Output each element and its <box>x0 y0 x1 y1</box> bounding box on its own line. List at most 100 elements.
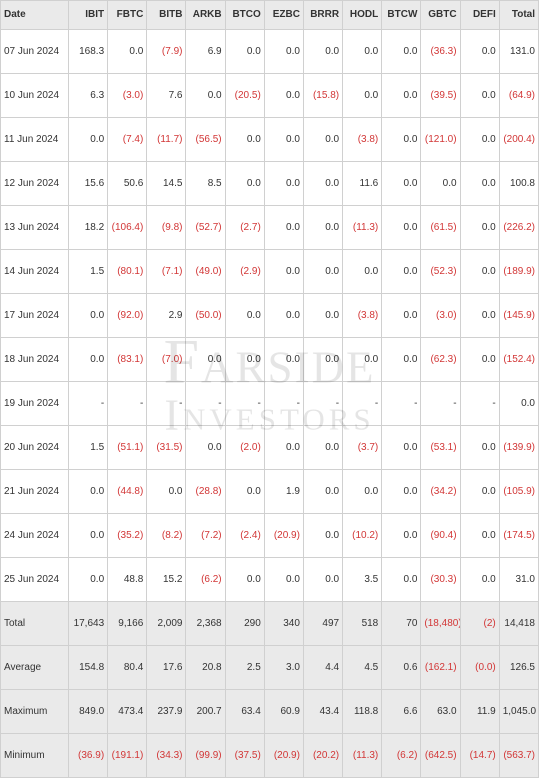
value-cell: (106.4) <box>108 206 147 250</box>
value-cell: 0.0 <box>303 514 342 558</box>
value-cell: 17.6 <box>147 646 186 690</box>
value-cell: 0.0 <box>460 206 499 250</box>
value-cell: (14.7) <box>460 734 499 778</box>
value-cell: 0.0 <box>264 250 303 294</box>
value-cell: 50.6 <box>108 162 147 206</box>
value-cell: - <box>264 382 303 426</box>
value-cell: (83.1) <box>108 338 147 382</box>
value-cell: (7.2) <box>186 514 225 558</box>
table-row: 10 Jun 20246.3(3.0)7.60.0(20.5)0.0(15.8)… <box>1 74 539 118</box>
value-cell: (62.3) <box>421 338 460 382</box>
value-cell: 0.0 <box>382 470 421 514</box>
value-cell: 0.0 <box>460 74 499 118</box>
value-cell: 43.4 <box>303 690 342 734</box>
value-cell: (7.9) <box>147 30 186 74</box>
value-cell: 80.4 <box>108 646 147 690</box>
value-cell: 20.8 <box>186 646 225 690</box>
table-row: 11 Jun 20240.0(7.4)(11.7)(56.5)0.00.00.0… <box>1 118 539 162</box>
value-cell: 0.0 <box>421 162 460 206</box>
value-cell: 168.3 <box>69 30 108 74</box>
value-cell: 0.0 <box>264 338 303 382</box>
value-cell: 0.0 <box>382 514 421 558</box>
value-cell: (34.3) <box>147 734 186 778</box>
value-cell: 497 <box>303 602 342 646</box>
value-cell: 0.0 <box>186 74 225 118</box>
value-cell: (20.9) <box>264 514 303 558</box>
col-header: HODL <box>343 1 382 30</box>
date-cell: Maximum <box>1 690 69 734</box>
value-cell: 0.0 <box>225 30 264 74</box>
value-cell: 0.0 <box>225 294 264 338</box>
value-cell: 0.0 <box>147 470 186 514</box>
value-cell: (44.8) <box>108 470 147 514</box>
value-cell: (90.4) <box>421 514 460 558</box>
value-cell: 0.0 <box>303 294 342 338</box>
value-cell: 0.0 <box>460 162 499 206</box>
value-cell: (56.5) <box>186 118 225 162</box>
value-cell: 0.0 <box>303 162 342 206</box>
value-cell: 0.0 <box>303 118 342 162</box>
value-cell: (7.1) <box>147 250 186 294</box>
value-cell: 0.0 <box>460 294 499 338</box>
table-row: 19 Jun 2024-----------0.0 <box>1 382 539 426</box>
value-cell: (11.3) <box>343 206 382 250</box>
table-row: 18 Jun 20240.0(83.1)(7.0)0.00.00.00.00.0… <box>1 338 539 382</box>
value-cell: (8.2) <box>147 514 186 558</box>
value-cell: (31.5) <box>147 426 186 470</box>
value-cell: (3.8) <box>343 118 382 162</box>
value-cell: (3.7) <box>343 426 382 470</box>
value-cell: 0.0 <box>303 426 342 470</box>
value-cell: (3.0) <box>421 294 460 338</box>
value-cell: - <box>69 382 108 426</box>
date-cell: 18 Jun 2024 <box>1 338 69 382</box>
date-cell: 20 Jun 2024 <box>1 426 69 470</box>
value-cell: 0.0 <box>303 30 342 74</box>
value-cell: (80.1) <box>108 250 147 294</box>
table-row: 24 Jun 20240.0(35.2)(8.2)(7.2)(2.4)(20.9… <box>1 514 539 558</box>
value-cell: - <box>225 382 264 426</box>
value-cell: 0.0 <box>264 162 303 206</box>
value-cell: (30.3) <box>421 558 460 602</box>
value-cell: 0.0 <box>225 338 264 382</box>
value-cell: (152.4) <box>499 338 538 382</box>
value-cell: 0.0 <box>225 470 264 514</box>
value-cell: 0.0 <box>225 162 264 206</box>
value-cell: (0.0) <box>460 646 499 690</box>
date-cell: 21 Jun 2024 <box>1 470 69 514</box>
value-cell: (37.5) <box>225 734 264 778</box>
table-row: 20 Jun 20241.5(51.1)(31.5)0.0(2.0)0.00.0… <box>1 426 539 470</box>
date-cell: Total <box>1 602 69 646</box>
value-cell: 15.2 <box>147 558 186 602</box>
value-cell: 0.0 <box>264 294 303 338</box>
col-header: Date <box>1 1 69 30</box>
value-cell: 0.0 <box>69 470 108 514</box>
value-cell: 0.0 <box>303 338 342 382</box>
col-header: DEFI <box>460 1 499 30</box>
date-cell: 12 Jun 2024 <box>1 162 69 206</box>
value-cell: 0.0 <box>343 338 382 382</box>
value-cell: (52.7) <box>186 206 225 250</box>
value-cell: 3.0 <box>264 646 303 690</box>
date-cell: 25 Jun 2024 <box>1 558 69 602</box>
date-cell: 19 Jun 2024 <box>1 382 69 426</box>
value-cell: 0.0 <box>382 250 421 294</box>
table-row: 25 Jun 20240.048.815.2(6.2)0.00.00.03.50… <box>1 558 539 602</box>
value-cell: 0.0 <box>382 118 421 162</box>
date-cell: Minimum <box>1 734 69 778</box>
value-cell: 0.0 <box>69 118 108 162</box>
value-cell: 0.0 <box>382 206 421 250</box>
value-cell: 0.0 <box>382 338 421 382</box>
value-cell: 849.0 <box>69 690 108 734</box>
value-cell: (36.9) <box>69 734 108 778</box>
value-cell: 0.0 <box>186 426 225 470</box>
value-cell: 0.0 <box>303 470 342 514</box>
value-cell: (53.1) <box>421 426 460 470</box>
date-cell: 07 Jun 2024 <box>1 30 69 74</box>
value-cell: 31.0 <box>499 558 538 602</box>
value-cell: (3.8) <box>343 294 382 338</box>
col-header: GBTC <box>421 1 460 30</box>
value-cell: (162.1) <box>421 646 460 690</box>
value-cell: 0.0 <box>108 30 147 74</box>
value-cell: (6.2) <box>382 734 421 778</box>
value-cell: (49.0) <box>186 250 225 294</box>
